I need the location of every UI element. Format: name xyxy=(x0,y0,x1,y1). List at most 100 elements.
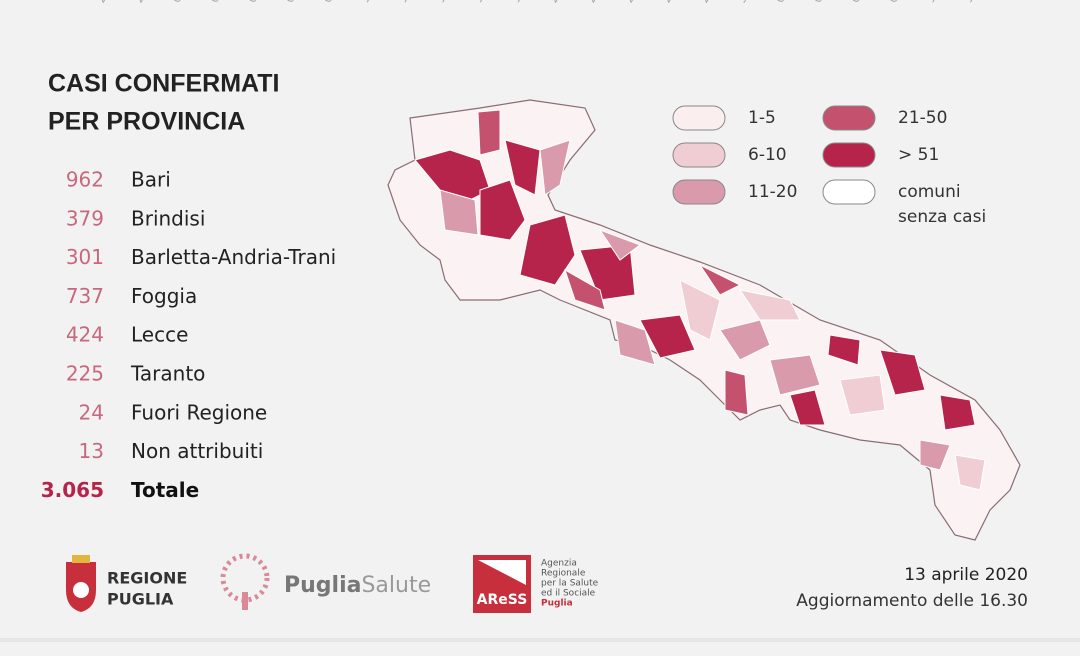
axis-label: 03 xyxy=(207,0,227,5)
area xyxy=(698,263,742,296)
case-count: 301 xyxy=(66,245,104,269)
legend-label: > 51 xyxy=(898,145,939,165)
legend-label: senza casi xyxy=(898,207,986,227)
axis-label: 29 xyxy=(697,0,717,5)
legend-label: 11-20 xyxy=(748,182,797,202)
axis-label: 09 xyxy=(320,0,340,5)
tree-trunk xyxy=(242,592,248,610)
logo-text: AReSS xyxy=(477,592,528,608)
date: 13 aprile 2020 xyxy=(904,565,1028,585)
case-count: 24 xyxy=(79,400,104,424)
area xyxy=(724,369,749,416)
area xyxy=(539,139,571,196)
area xyxy=(879,349,926,396)
regione-crown xyxy=(72,555,90,563)
axis-label: 11 xyxy=(357,0,377,5)
area xyxy=(477,109,501,156)
area xyxy=(839,374,886,416)
area xyxy=(504,139,541,196)
case-count: 424 xyxy=(66,323,104,347)
axis-label: 17 xyxy=(471,0,491,5)
axis-label: 28 xyxy=(131,0,151,5)
divider xyxy=(0,638,1080,642)
crest-emblem xyxy=(73,582,89,598)
case-count: 225 xyxy=(66,362,104,386)
total-count: 3.065 xyxy=(41,478,104,502)
area xyxy=(639,314,696,359)
logo-text: Puglia xyxy=(541,599,573,609)
province-name: Non attribuiti xyxy=(131,439,263,463)
area xyxy=(954,454,986,491)
province-name: Brindisi xyxy=(131,206,205,230)
axis-label: 23 xyxy=(584,0,604,5)
aress-mark xyxy=(478,560,526,585)
axis-label: 04 xyxy=(810,0,830,5)
area xyxy=(919,439,951,471)
logo-text: per la Salute xyxy=(541,579,599,589)
update-time: Aggiornamento delle 16.30 xyxy=(796,591,1028,611)
case-count: 379 xyxy=(66,206,104,230)
area xyxy=(827,334,861,366)
case-count: 737 xyxy=(66,284,104,308)
axis-label: 05 xyxy=(244,0,264,5)
area xyxy=(439,189,479,236)
total-label: Totale xyxy=(131,478,199,502)
puglia-salute-tree xyxy=(220,553,270,603)
logo-text: REGIONE xyxy=(107,569,187,588)
logo-text: Puglia xyxy=(284,573,361,598)
axis-label: 15 xyxy=(433,0,453,5)
axis-label: 21 xyxy=(546,0,566,5)
axis-label: 06 xyxy=(848,0,868,5)
legend-swatch xyxy=(672,179,726,205)
area xyxy=(769,354,821,396)
area xyxy=(738,289,801,321)
axis-label: 26 xyxy=(94,0,114,5)
axis-label: 19 xyxy=(508,0,528,5)
logo-text: ed il Sociale xyxy=(541,589,596,599)
area xyxy=(679,279,721,341)
map xyxy=(387,99,1021,541)
legend-swatch xyxy=(822,105,876,131)
logo-text: Agenzia xyxy=(541,559,577,569)
area xyxy=(939,394,976,431)
case-count: 13 xyxy=(79,439,104,463)
province-name: Taranto xyxy=(130,362,205,386)
axis-label: 01 xyxy=(169,0,189,5)
area xyxy=(614,319,656,366)
logo-text: PUGLIA xyxy=(107,590,174,609)
legend-swatch xyxy=(672,105,726,131)
legend-label: 6-10 xyxy=(748,145,787,165)
axis-label: 10 xyxy=(923,0,943,5)
legend-label: comuni xyxy=(898,182,961,202)
area xyxy=(719,319,771,361)
axis-label: 07 xyxy=(282,0,302,5)
logo-text: PugliaSalute xyxy=(284,573,431,598)
area xyxy=(598,228,642,261)
legend-label: 21-50 xyxy=(898,108,947,128)
province-name: Foggia xyxy=(131,284,197,308)
axis-label: 12 xyxy=(961,0,981,5)
area xyxy=(789,389,826,426)
legend-label: 1-5 xyxy=(748,108,776,128)
province-name: Lecce xyxy=(131,323,188,347)
axis-label: 31 xyxy=(734,0,754,5)
province-name: Fuori Regione xyxy=(131,400,267,424)
axis-label: 08 xyxy=(885,0,905,5)
legend-swatch xyxy=(822,179,876,205)
case-count: 962 xyxy=(66,168,104,192)
province-name: Barletta-Andria-Trani xyxy=(131,245,336,269)
area xyxy=(564,268,606,311)
title: CASI CONFERMATI xyxy=(48,70,279,98)
axis-label: 27 xyxy=(659,0,679,5)
legend-swatch xyxy=(822,142,876,168)
axis-label: 02 xyxy=(772,0,792,5)
logo-text: Salute xyxy=(361,573,431,598)
area xyxy=(479,179,526,241)
axis-label: 13 xyxy=(395,0,415,5)
title: PER PROVINCIA xyxy=(48,108,245,136)
logo-text: Regionale xyxy=(541,569,586,579)
province-name: Bari xyxy=(131,168,171,192)
axis-label: 25 xyxy=(621,0,641,5)
legend-swatch xyxy=(672,142,726,168)
